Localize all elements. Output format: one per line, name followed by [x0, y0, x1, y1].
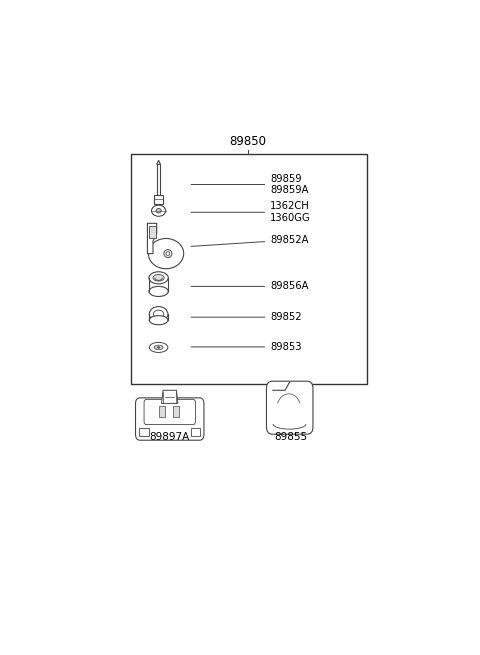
- Polygon shape: [156, 160, 160, 164]
- Text: 89850: 89850: [229, 135, 266, 148]
- Ellipse shape: [149, 343, 168, 352]
- Ellipse shape: [149, 307, 168, 322]
- Ellipse shape: [157, 346, 160, 348]
- FancyBboxPatch shape: [135, 398, 204, 440]
- Ellipse shape: [166, 252, 170, 255]
- Polygon shape: [147, 223, 156, 253]
- FancyBboxPatch shape: [144, 400, 195, 424]
- Bar: [155, 195, 163, 204]
- Ellipse shape: [149, 286, 168, 297]
- Bar: [191, 428, 200, 436]
- Ellipse shape: [149, 316, 168, 325]
- Text: 89853: 89853: [191, 342, 301, 352]
- Bar: [158, 406, 165, 417]
- FancyBboxPatch shape: [266, 381, 313, 434]
- Bar: [131, 155, 367, 384]
- Ellipse shape: [154, 345, 163, 350]
- Polygon shape: [162, 390, 178, 403]
- Ellipse shape: [156, 208, 161, 213]
- Ellipse shape: [164, 250, 172, 257]
- Text: 1362CH
1360GG: 1362CH 1360GG: [191, 202, 311, 223]
- Ellipse shape: [152, 205, 166, 216]
- Text: 89855: 89855: [274, 432, 307, 441]
- Ellipse shape: [153, 274, 164, 281]
- Bar: [149, 226, 156, 238]
- Polygon shape: [273, 383, 289, 390]
- Text: 89859
89859A: 89859 89859A: [191, 174, 309, 195]
- Bar: [139, 428, 148, 436]
- Text: 89897A: 89897A: [150, 432, 190, 441]
- Ellipse shape: [149, 272, 168, 284]
- Text: 89852: 89852: [191, 312, 302, 322]
- Ellipse shape: [148, 238, 184, 269]
- Text: 89852A: 89852A: [191, 235, 309, 246]
- Bar: [156, 164, 160, 195]
- Ellipse shape: [154, 310, 164, 318]
- Text: 89856A: 89856A: [191, 282, 309, 291]
- Bar: [173, 406, 180, 417]
